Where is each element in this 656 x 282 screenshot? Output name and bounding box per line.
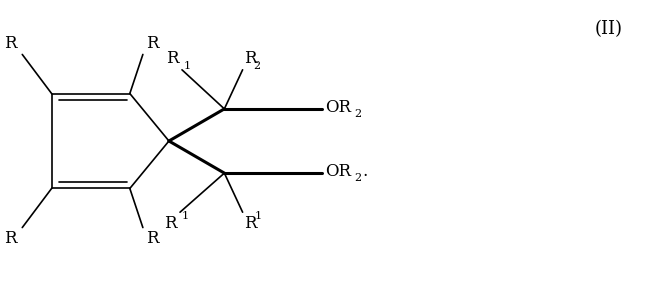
Text: R: R — [244, 50, 256, 67]
Text: R: R — [164, 215, 176, 232]
Text: 2: 2 — [254, 61, 261, 71]
Text: OR: OR — [325, 99, 352, 116]
Text: 2: 2 — [354, 173, 361, 183]
Text: R: R — [5, 35, 17, 52]
Text: 2: 2 — [354, 109, 361, 119]
Text: R: R — [244, 215, 256, 232]
Text: OR: OR — [325, 163, 352, 180]
Text: R: R — [146, 230, 159, 247]
Text: 1: 1 — [183, 61, 190, 71]
Text: R: R — [5, 230, 17, 247]
Text: 1: 1 — [181, 211, 188, 221]
Text: (II): (II) — [595, 20, 623, 38]
Text: 1: 1 — [255, 211, 262, 221]
Text: R: R — [146, 35, 159, 52]
Text: R: R — [166, 50, 178, 67]
Text: .: . — [362, 163, 367, 180]
